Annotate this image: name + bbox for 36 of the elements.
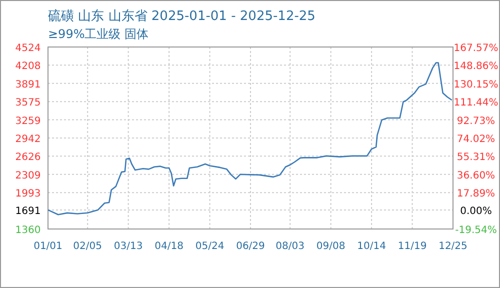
x-tick-label: 05/24 (195, 241, 224, 252)
y-tick-label: 3259 (15, 116, 41, 127)
line-series (47, 62, 453, 216)
y2-tick-label: 74.02% (456, 134, 496, 145)
y2-tick-label: 130.15% (454, 79, 498, 90)
x-tick-label: 09/08 (316, 241, 346, 252)
x-tick-label: 08/03 (276, 241, 305, 252)
y-tick-label: 1993 (15, 188, 41, 200)
x-tick-label: 03/13 (114, 241, 143, 252)
chart-title: 硫磺 山东 山东省 2025-01-01 - 2025-12-25 (48, 9, 316, 24)
x-tick-label: 12/25 (438, 241, 468, 252)
y2-tick-label: 17.89% (456, 188, 496, 200)
y-tick-label: 1360 (15, 225, 41, 236)
y2-tick-label: 36.60% (456, 170, 496, 182)
y2-tick-label: 92.73% (456, 116, 496, 127)
y-tick-label: 2309 (15, 170, 41, 182)
y-tick-label: 3575 (15, 98, 41, 109)
y-tick-label: 2942 (15, 134, 41, 145)
y-tick-label: 4524 (15, 43, 41, 54)
y2-tick-label: 148.86% (454, 61, 498, 72)
y-tick-label: 1691 (15, 206, 41, 217)
y2-tick-label: 167.57% (454, 43, 498, 54)
x-tick-label: 01/01 (34, 241, 62, 252)
x-tick-label: 10/14 (357, 241, 386, 252)
x-tick-label: 11/19 (398, 241, 427, 252)
y-tick-label: 2626 (15, 152, 41, 164)
x-tick-label: 02/05 (73, 241, 102, 252)
y2-tick-label: 0.00% (460, 206, 492, 217)
y2-tick-label: -19.54% (455, 225, 497, 236)
x-tick-label: 06/29 (236, 241, 265, 252)
y2-tick-label: 111.44% (454, 98, 498, 109)
chart-subtitle: ≥99%工业级 固体 (48, 27, 149, 41)
x-tick-label: 04/18 (154, 241, 184, 252)
y-tick-label: 4208 (15, 61, 41, 72)
y-tick-label: 3891 (15, 79, 41, 90)
y2-tick-label: 55.31% (456, 152, 496, 164)
